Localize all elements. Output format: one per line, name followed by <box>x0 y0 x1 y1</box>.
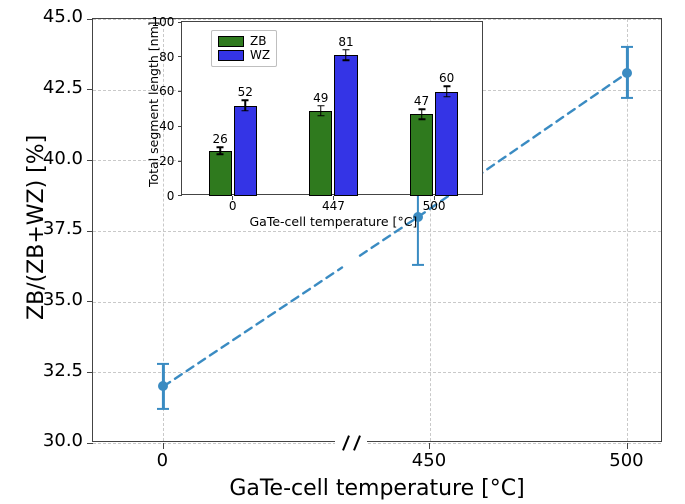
x-tick-label: 0 <box>157 450 168 471</box>
inset-bar <box>410 114 433 196</box>
inset-legend: ZBWZ <box>211 30 277 67</box>
inset-bar <box>309 111 332 196</box>
inset-bar-value: 26 <box>212 132 227 146</box>
chart-root: 0204060801000265244749815004760Total seg… <box>0 0 685 504</box>
y-tick-label: 30.0 <box>43 430 83 451</box>
data-point <box>622 68 632 78</box>
legend-swatch <box>218 36 244 47</box>
legend-swatch <box>218 50 244 61</box>
axis-break <box>335 435 367 451</box>
y-tick-label: 35.0 <box>43 289 83 310</box>
inset-y-tick: 0 <box>167 189 175 203</box>
inset-y-tick: 40 <box>159 119 174 133</box>
y-tick-label: 40.0 <box>43 148 83 169</box>
inset-y-tick: 60 <box>159 84 174 98</box>
inset-y-label: Total segment length [nm] <box>146 21 161 187</box>
inset-bar <box>435 92 458 196</box>
x-axis-label: GaTe-cell temperature [°C] <box>229 476 524 501</box>
inset-y-tick: 80 <box>159 50 174 64</box>
data-point <box>158 381 168 391</box>
inset-plot: 0204060801000265244749815004760Total seg… <box>181 21 483 195</box>
inset-bar <box>334 55 357 196</box>
x-tick-label: 500 <box>609 450 643 471</box>
legend-label: WZ <box>250 48 270 62</box>
inset-bar <box>209 151 232 196</box>
gridline-h <box>93 443 661 444</box>
inset-bar-value: 81 <box>338 35 353 49</box>
inset-x-tick: 0 <box>229 199 237 213</box>
inset-bar-value: 52 <box>238 85 253 99</box>
inset-bar <box>234 106 257 196</box>
y-tick-label: 37.5 <box>43 218 83 239</box>
y-tick-label: 42.5 <box>43 77 83 98</box>
inset-x-tick: 447 <box>322 199 345 213</box>
inset-x-tick: 500 <box>423 199 446 213</box>
inset-y-tick: 20 <box>159 154 174 168</box>
x-tick-label: 450 <box>412 450 446 471</box>
inset-bar-value: 47 <box>414 94 429 108</box>
y-tick-label: 45.0 <box>43 6 83 27</box>
legend-label: ZB <box>250 34 266 48</box>
inset-x-label: GaTe-cell temperature [°C] <box>249 214 417 229</box>
y-tick-label: 32.5 <box>43 360 83 381</box>
inset-bar-value: 49 <box>313 91 328 105</box>
main-plot-area: 0204060801000265244749815004760Total seg… <box>92 18 662 442</box>
inset-bar-value: 60 <box>439 71 454 85</box>
